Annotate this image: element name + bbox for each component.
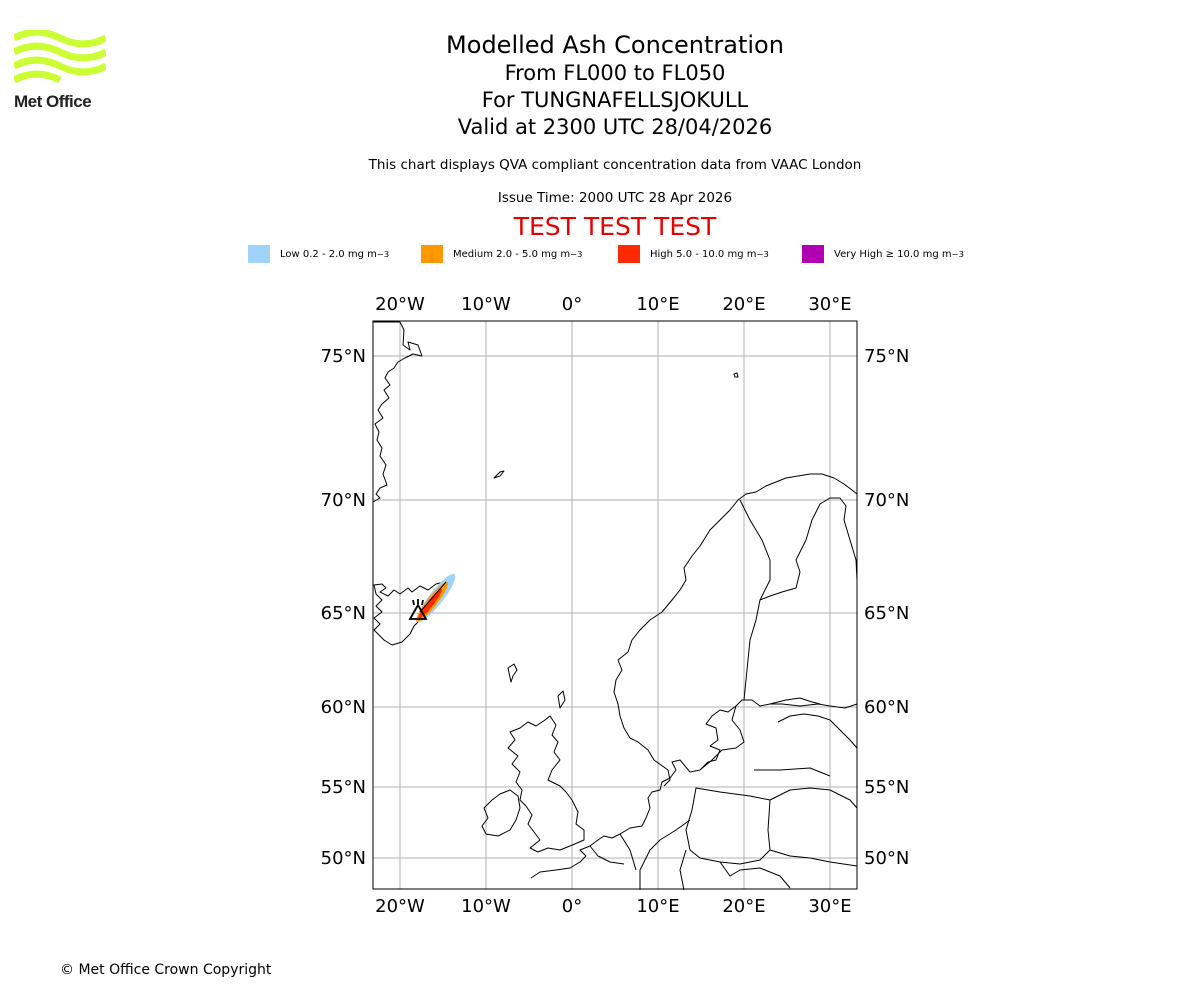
- lat-ticks-right: 75°N 70°N 65°N 60°N 55°N 50°N: [864, 346, 909, 869]
- lon-tick-label: 30°E: [808, 896, 851, 917]
- valid-time: Valid at 2300 UTC 28/04/2026: [457, 115, 773, 139]
- lon-tick-label: 20°E: [722, 896, 765, 917]
- flight-levels: From FL000 to FL050: [504, 61, 726, 85]
- lat-tick-label: 75°N: [321, 346, 366, 367]
- lat-tick-label: 70°N: [864, 490, 909, 511]
- country-borders: [685, 787, 771, 865]
- lat-tick-label: 70°N: [321, 490, 366, 511]
- country-borders: [769, 787, 858, 809]
- country-borders: [589, 845, 625, 865]
- met-office-logo: Met Office: [12, 28, 114, 112]
- great-britain-coast: [507, 715, 585, 853]
- country-borders: [639, 819, 691, 890]
- finland-coast: [759, 497, 858, 601]
- lon-tick-label: 10°E: [636, 294, 679, 315]
- legend-swatch-medium: [421, 245, 443, 263]
- lon-tick-label: 20°W: [375, 294, 425, 315]
- lat-tick-label: 55°N: [864, 777, 909, 798]
- lon-tick-label: 20°E: [722, 294, 765, 315]
- legend-exponent: −3: [951, 249, 964, 259]
- lat-tick-label: 60°N: [321, 697, 366, 718]
- country-borders: [719, 861, 791, 889]
- jan-mayen: [493, 470, 505, 479]
- country-borders: [679, 849, 687, 891]
- lon-tick-label: 0°: [562, 896, 582, 917]
- logo-text: Met Office: [14, 92, 92, 111]
- country-borders: [619, 833, 637, 871]
- lat-tick-label: 50°N: [864, 848, 909, 869]
- country-borders: [754, 767, 831, 777]
- baltic-states: [777, 713, 858, 749]
- graticule: [373, 321, 857, 889]
- plume-outline: [419, 581, 447, 613]
- faroe-islands: [507, 663, 518, 683]
- legend-item-very-high: Very High ≥ 10.0 mg m −3: [802, 244, 964, 264]
- legend-exponent: −3: [570, 249, 583, 259]
- finland-south: [769, 697, 821, 705]
- lat-tick-label: 55°N: [321, 777, 366, 798]
- test-banner: TEST TEST TEST: [513, 212, 717, 241]
- copyright-notice: © Met Office Crown Copyright: [60, 962, 272, 978]
- chart-title-block: Modelled Ash Concentration From FL000 to…: [300, 30, 930, 141]
- lat-tick-label: 60°N: [864, 697, 909, 718]
- greenland-coast: [372, 321, 423, 503]
- legend-label-high: High 5.0 - 10.0 mg m: [650, 248, 757, 260]
- ireland-coast: [481, 789, 521, 837]
- lon-tick-label: 10°E: [636, 896, 679, 917]
- volcano-icon: [408, 599, 428, 620]
- lon-ticks-top: 20°W 10°W 0° 10°E 20°E 30°E: [375, 294, 851, 315]
- lat-tick-label: 65°N: [864, 603, 909, 624]
- lon-tick-label: 20°W: [375, 896, 425, 917]
- shetland: [557, 690, 566, 709]
- coastlines: [372, 321, 858, 891]
- legend-label-medium: Medium 2.0 - 5.0 mg m: [453, 248, 571, 260]
- met-office-waves-icon: [12, 28, 108, 84]
- bear-island: [733, 372, 739, 378]
- legend-swatch-low: [248, 245, 270, 263]
- legend-item-high: High 5.0 - 10.0 mg m −3: [618, 244, 769, 264]
- legend-swatch-very-high: [802, 245, 824, 263]
- legend-label-very-high: Very High ≥ 10.0 mg m: [834, 248, 952, 260]
- lon-ticks-bottom: 20°W 10°W 0° 10°E 20°E 30°E: [375, 896, 851, 917]
- lat-tick-label: 75°N: [864, 346, 909, 367]
- legend-item-medium: Medium 2.0 - 5.0 mg m −3: [421, 244, 582, 264]
- volcano-name: For TUNGNAFELLSJOKULL: [481, 88, 749, 112]
- legend-item-low: Low 0.2 - 2.0 mg m −3: [248, 244, 389, 264]
- lat-tick-label: 50°N: [321, 848, 366, 869]
- lon-tick-label: 30°E: [808, 294, 851, 315]
- country-borders: [769, 849, 858, 867]
- scandinavia-coast: [613, 473, 858, 787]
- legend-swatch-high: [618, 245, 640, 263]
- issue-time: Issue Time: 2000 UTC 28 Apr 2026: [497, 190, 733, 206]
- ash-plume-high: [418, 588, 442, 620]
- chart-subtitle: This chart displays QVA compliant concen…: [368, 157, 862, 173]
- lon-tick-label: 0°: [562, 294, 582, 315]
- map-frame: [372, 320, 858, 890]
- baltic-coast: [699, 705, 745, 771]
- legend-exponent: −3: [756, 249, 769, 259]
- chart-title: Modelled Ash Concentration: [446, 31, 784, 59]
- lat-tick-label: 65°N: [321, 603, 366, 624]
- ash-plume: [416, 573, 456, 623]
- legend-label-low: Low 0.2 - 2.0 mg m: [280, 248, 377, 260]
- lon-tick-label: 10°W: [461, 896, 511, 917]
- lon-tick-label: 10°W: [461, 294, 511, 315]
- lat-ticks-left: 75°N 70°N 65°N 60°N 55°N 50°N: [321, 346, 366, 869]
- legend-exponent: −3: [376, 249, 390, 259]
- continent-coast: [530, 699, 858, 879]
